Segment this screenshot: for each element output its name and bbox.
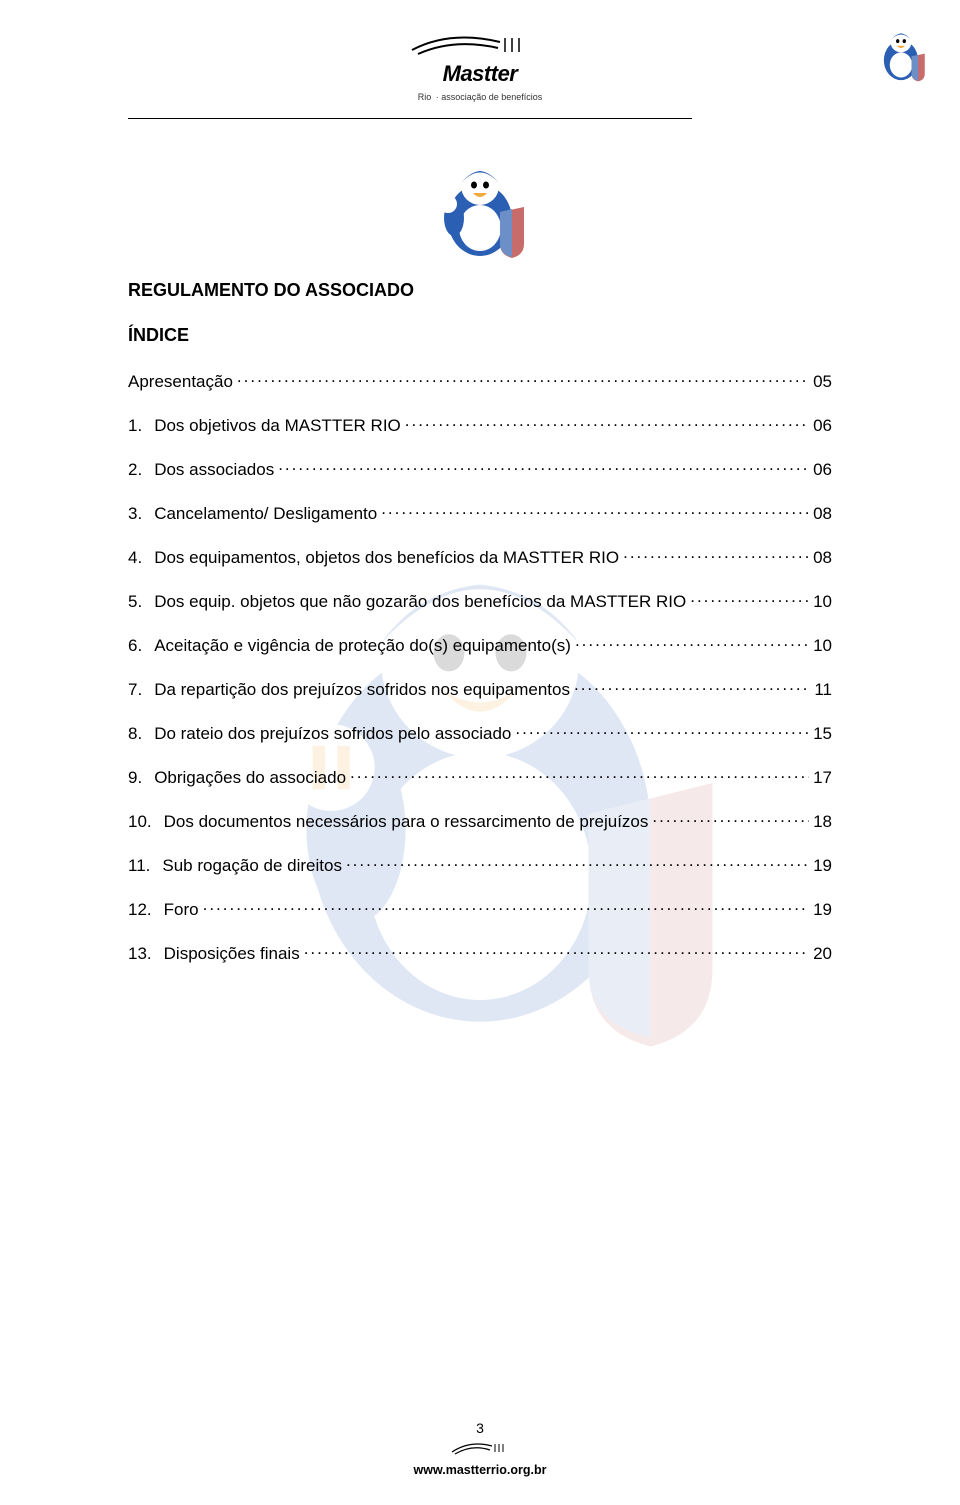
- toc-page-number: 19: [813, 856, 832, 876]
- footer-swoosh-icon: [450, 1438, 510, 1456]
- toc-number: 12.: [128, 900, 152, 920]
- toc-leader-dots: [575, 634, 809, 651]
- toc-leader-dots: [652, 810, 809, 827]
- toc-page-number: 19: [813, 900, 832, 920]
- toc-label: Sub rogação de direitos: [162, 856, 342, 876]
- toc-row: 1. Dos objetivos da MASTTER RIO 06: [128, 414, 832, 436]
- page-header: Mastter Rio · associação de benefícios: [0, 0, 960, 120]
- toc-label: Apresentação: [128, 372, 233, 392]
- toc-page-number: 08: [813, 548, 832, 568]
- toc-leader-dots: [381, 502, 809, 519]
- toc-label: Cancelamento/ Desligamento: [154, 504, 377, 524]
- toc-number: 13.: [128, 944, 152, 964]
- toc-page-number: 11: [814, 680, 832, 700]
- toc-page-number: 06: [813, 416, 832, 436]
- toc-row: 7. Da repartição dos prejuízos sofridos n…: [128, 678, 832, 700]
- brand-tagline-left: Rio: [418, 92, 432, 102]
- toc-number: 8.: [128, 724, 142, 744]
- toc-leader-dots: [278, 458, 809, 475]
- toc-row: 2. Dos associados 06: [128, 458, 832, 480]
- toc-number: 4.: [128, 548, 142, 568]
- toc-row: 8. Do rateio dos prejuízos sofridos pelo …: [128, 722, 832, 744]
- toc-page-number: 17: [813, 768, 832, 788]
- brand-logo: Mastter Rio · associação de benefícios: [410, 28, 550, 105]
- swoosh-icon: [410, 28, 550, 56]
- toc-label: Dos equipamentos, objetos dos benefícios…: [154, 548, 619, 568]
- document-subtitle: ÍNDICE: [128, 325, 832, 346]
- toc-page-number: 05: [813, 372, 832, 392]
- toc-label: Dos documentos necessários para o ressar…: [164, 812, 649, 832]
- document-page: Mastter Rio · associação de benefícios: [0, 0, 960, 1505]
- toc-label: Disposições finais: [164, 944, 300, 964]
- toc-number: 11.: [128, 856, 150, 876]
- brand-name: Mastter: [443, 61, 518, 86]
- toc-leader-dots: [405, 414, 809, 431]
- toc-page-number: 20: [813, 944, 832, 964]
- toc-leader-dots: [350, 766, 809, 783]
- footer-url: www.mastterrio.org.br: [0, 1463, 960, 1477]
- toc-number: 3.: [128, 504, 142, 524]
- toc-number: 6.: [128, 636, 142, 656]
- toc-number: 5.: [128, 592, 142, 612]
- toc-leader-dots: [203, 898, 809, 915]
- toc-page-number: 10: [813, 636, 832, 656]
- toc-leader-dots: [690, 590, 809, 607]
- toc-label: Aceitação e vigência de proteção do(s) e…: [154, 636, 571, 656]
- document-title: REGULAMENTO DO ASSOCIADO: [128, 280, 832, 301]
- table-of-contents: 0.Apresentação 05 1. Dos objetivos da MAST…: [128, 370, 832, 964]
- toc-page-number: 18: [813, 812, 832, 832]
- footer-logo: [450, 1438, 510, 1461]
- toc-page-number: 06: [813, 460, 832, 480]
- toc-row: 5. Dos equip. objetos que não gozarão dos…: [128, 590, 832, 612]
- document-body: REGULAMENTO DO ASSOCIADO ÍNDICE 0.Aprese…: [128, 280, 832, 986]
- toc-row: 9. Obrigações do associado 17: [128, 766, 832, 788]
- toc-leader-dots: [515, 722, 809, 739]
- toc-leader-dots: [237, 370, 809, 387]
- toc-row: 4. Dos equipamentos, objetos dos benefíci…: [128, 546, 832, 568]
- toc-label: Da repartição dos prejuízos sofridos nos…: [154, 680, 570, 700]
- toc-label: Dos equip. objetos que não gozarão dos b…: [154, 592, 686, 612]
- toc-number: 10.: [128, 812, 152, 832]
- page-number: 3: [0, 1420, 960, 1436]
- brand-tagline-right: associação de benefícios: [441, 92, 542, 102]
- toc-number: 1.: [128, 416, 142, 436]
- toc-row: 10. Dos documentos necessários para o res…: [128, 810, 832, 832]
- toc-page-number: 10: [813, 592, 832, 612]
- toc-leader-dots: [346, 854, 809, 871]
- toc-row: 6. Aceitação e vigência de proteção do(s)…: [128, 634, 832, 656]
- toc-leader-dots: [304, 942, 809, 959]
- toc-page-number: 08: [813, 504, 832, 524]
- toc-label: Dos objetivos da MASTTER RIO: [154, 416, 401, 436]
- toc-label: Foro: [164, 900, 199, 920]
- toc-number: 7.: [128, 680, 142, 700]
- toc-page-number: 15: [813, 724, 832, 744]
- toc-label: Obrigações do associado: [154, 768, 346, 788]
- page-footer: 3 www.mastterrio.org.br: [0, 1420, 960, 1477]
- toc-leader-dots: [623, 546, 809, 563]
- header-divider: [128, 118, 692, 119]
- toc-number: 2.: [128, 460, 142, 480]
- toc-label: Do rateio dos prejuízos sofridos pelo as…: [154, 724, 511, 744]
- toc-number: 9.: [128, 768, 142, 788]
- toc-row: 11. Sub rogação de direitos 19: [128, 854, 832, 876]
- mascot-heading: [420, 150, 540, 270]
- toc-leader-dots: [574, 678, 810, 695]
- mascot-corner: [868, 22, 934, 88]
- toc-row: 3. Cancelamento/ Desligamento 08: [128, 502, 832, 524]
- toc-label: Dos associados: [154, 460, 274, 480]
- mascot-small-icon: [868, 22, 934, 88]
- mascot-mid-icon: [420, 150, 540, 270]
- toc-row: 13. Disposições finais 20: [128, 942, 832, 964]
- toc-row: 0.Apresentação 05: [128, 370, 832, 392]
- toc-row: 12. Foro 19: [128, 898, 832, 920]
